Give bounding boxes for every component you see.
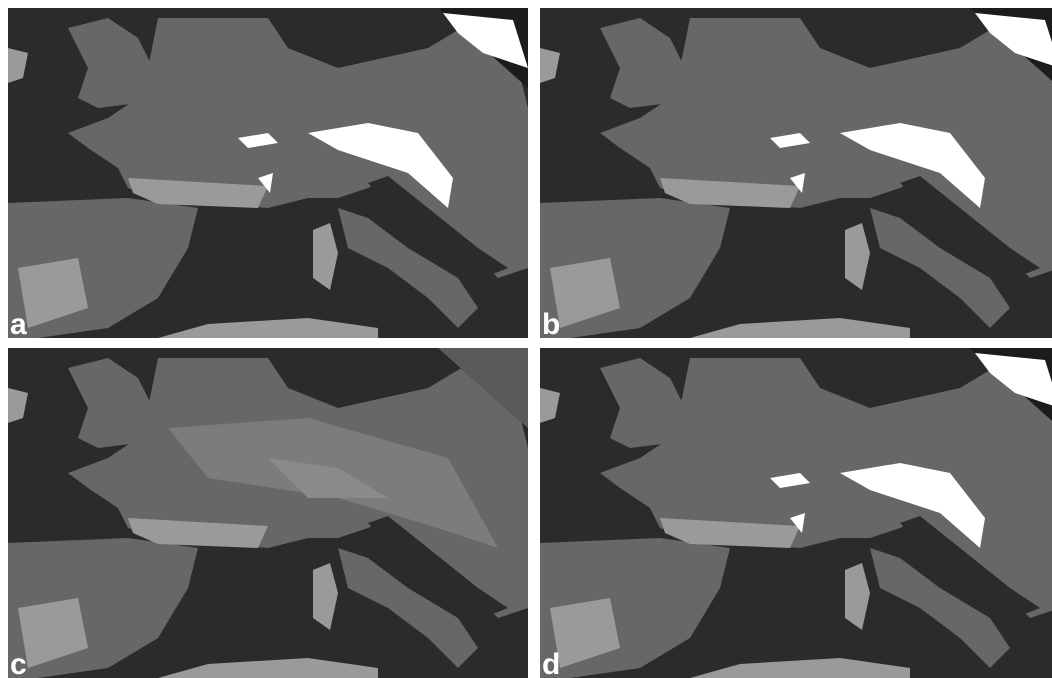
panel-d: d bbox=[540, 348, 1052, 678]
panel-a: a bbox=[8, 8, 528, 341]
panel-c: c bbox=[8, 348, 528, 678]
panel-label: d bbox=[542, 648, 560, 678]
figure: a b c d bbox=[0, 0, 1052, 678]
panel-label: b bbox=[542, 308, 560, 341]
panel-b: b bbox=[540, 8, 1052, 341]
panel-label: a bbox=[10, 308, 27, 341]
panel-label: c bbox=[10, 648, 27, 678]
